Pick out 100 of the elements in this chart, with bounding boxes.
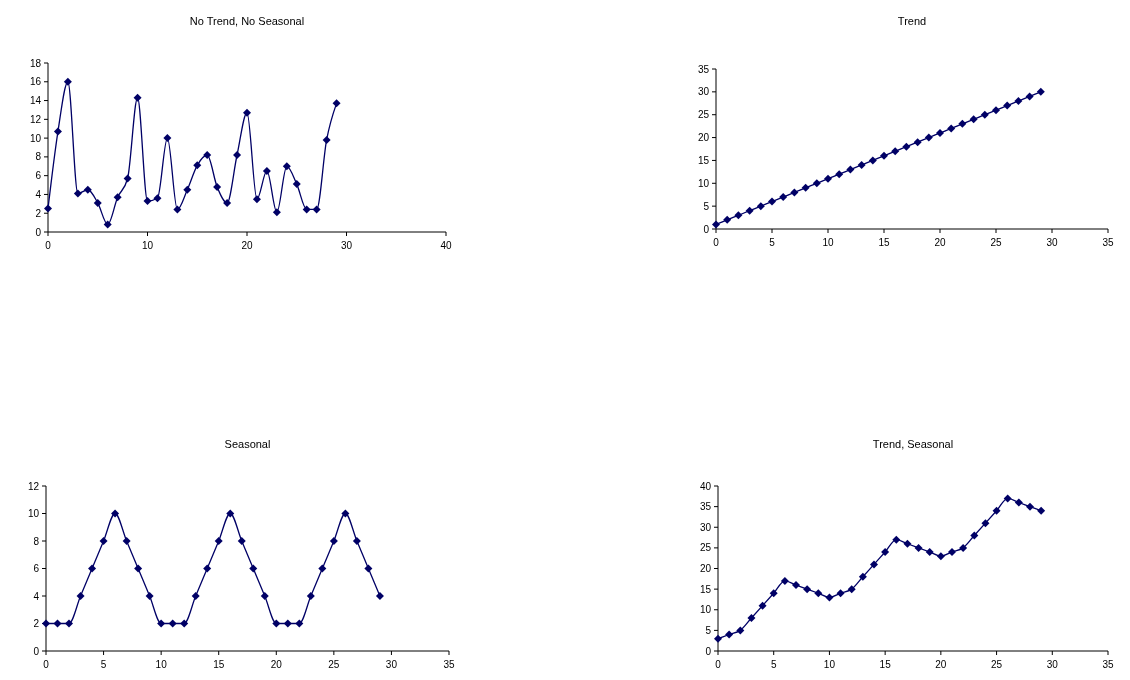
point bbox=[858, 572, 867, 581]
point bbox=[836, 589, 845, 598]
x-tick-label: 10 bbox=[822, 237, 834, 248]
y-tick-label: 15 bbox=[697, 154, 710, 166]
point bbox=[153, 194, 162, 203]
point bbox=[93, 198, 102, 207]
x-tick-label: 0 bbox=[45, 240, 52, 251]
point bbox=[868, 156, 877, 165]
x-tick-label: 30 bbox=[385, 659, 398, 670]
point bbox=[768, 197, 776, 206]
y-tick-label: 6 bbox=[33, 563, 40, 574]
x-tick-label: 30 bbox=[1046, 659, 1059, 670]
y-tick-label: 5 bbox=[705, 624, 712, 636]
point bbox=[1037, 506, 1046, 515]
point bbox=[936, 129, 944, 137]
point bbox=[122, 537, 131, 545]
x-tick-label: 20 bbox=[934, 237, 946, 248]
point bbox=[272, 208, 281, 217]
chart-title: No Trend, No Seasonal bbox=[189, 15, 305, 27]
y-tick-label: 10 bbox=[29, 132, 42, 144]
point bbox=[283, 619, 292, 628]
point bbox=[1025, 92, 1034, 101]
x-tick-label: 25 bbox=[328, 659, 340, 670]
point bbox=[65, 619, 74, 628]
y-tick-label: 0 bbox=[35, 226, 42, 238]
y-tick-label: 2 bbox=[33, 618, 40, 629]
point bbox=[260, 592, 269, 600]
point bbox=[948, 548, 956, 556]
x-tick-label: 35 bbox=[1102, 659, 1114, 670]
point bbox=[1003, 494, 1012, 503]
point bbox=[958, 119, 967, 128]
y-tick-label: 0 bbox=[703, 223, 710, 235]
point bbox=[980, 110, 989, 119]
point bbox=[758, 601, 767, 610]
point bbox=[63, 77, 72, 86]
y-tick-label: 8 bbox=[33, 535, 40, 547]
point bbox=[981, 519, 990, 528]
point bbox=[295, 619, 304, 628]
point bbox=[736, 626, 745, 635]
y-tick-label: 25 bbox=[699, 542, 712, 554]
point bbox=[1014, 498, 1023, 507]
y-tick-label: 0 bbox=[33, 645, 40, 657]
y-tick-label: 6 bbox=[35, 170, 42, 182]
point bbox=[133, 93, 142, 102]
point bbox=[734, 211, 743, 220]
point bbox=[1026, 502, 1034, 511]
point bbox=[352, 537, 361, 545]
point bbox=[292, 180, 301, 189]
point bbox=[113, 193, 122, 202]
point bbox=[903, 539, 912, 548]
point bbox=[792, 581, 800, 589]
point bbox=[913, 138, 922, 147]
point bbox=[814, 589, 823, 598]
point bbox=[214, 537, 223, 545]
point bbox=[1036, 87, 1045, 96]
point bbox=[249, 564, 258, 573]
point bbox=[714, 634, 722, 643]
y-tick-label: 0 bbox=[705, 645, 712, 657]
point bbox=[157, 619, 166, 628]
x-tick-label: 15 bbox=[878, 237, 890, 248]
y-tick-label: 35 bbox=[697, 63, 710, 75]
point bbox=[790, 188, 799, 197]
y-tick-label: 5 bbox=[703, 200, 710, 212]
x-tick-label: 20 bbox=[270, 659, 283, 670]
x-tick-label: 5 bbox=[769, 237, 776, 248]
point bbox=[203, 151, 212, 160]
x-tick-label: 30 bbox=[340, 240, 353, 251]
point bbox=[272, 619, 281, 628]
point bbox=[947, 124, 956, 133]
point bbox=[824, 174, 832, 183]
x-tick-label: 5 bbox=[100, 659, 107, 670]
point bbox=[252, 195, 261, 204]
x-tick-label: 0 bbox=[713, 237, 720, 248]
point bbox=[870, 560, 878, 569]
y-tick-label: 35 bbox=[699, 501, 712, 513]
point bbox=[936, 552, 945, 561]
y-tick-label: 10 bbox=[699, 604, 712, 616]
point bbox=[223, 198, 232, 207]
y-tick-label: 4 bbox=[35, 188, 42, 200]
chart-title: Trend bbox=[897, 15, 927, 27]
point bbox=[745, 206, 754, 215]
point bbox=[1014, 97, 1023, 105]
point bbox=[203, 564, 212, 573]
y-tick-label: 20 bbox=[697, 132, 710, 144]
x-tick-label: 5 bbox=[770, 659, 777, 670]
point bbox=[282, 162, 291, 171]
x-tick-label: 0 bbox=[43, 659, 50, 670]
y-tick-label: 12 bbox=[29, 113, 42, 125]
chart-title: Seasonal bbox=[224, 438, 271, 450]
point bbox=[111, 509, 120, 518]
x-tick-label: 25 bbox=[991, 659, 1003, 670]
point bbox=[959, 543, 968, 552]
point bbox=[103, 220, 112, 229]
x-tick-label: 15 bbox=[213, 659, 225, 670]
point bbox=[134, 564, 143, 573]
point bbox=[99, 537, 108, 545]
y-tick-label: 12 bbox=[27, 480, 40, 492]
point bbox=[925, 548, 934, 556]
point bbox=[847, 585, 856, 594]
point bbox=[262, 166, 271, 175]
